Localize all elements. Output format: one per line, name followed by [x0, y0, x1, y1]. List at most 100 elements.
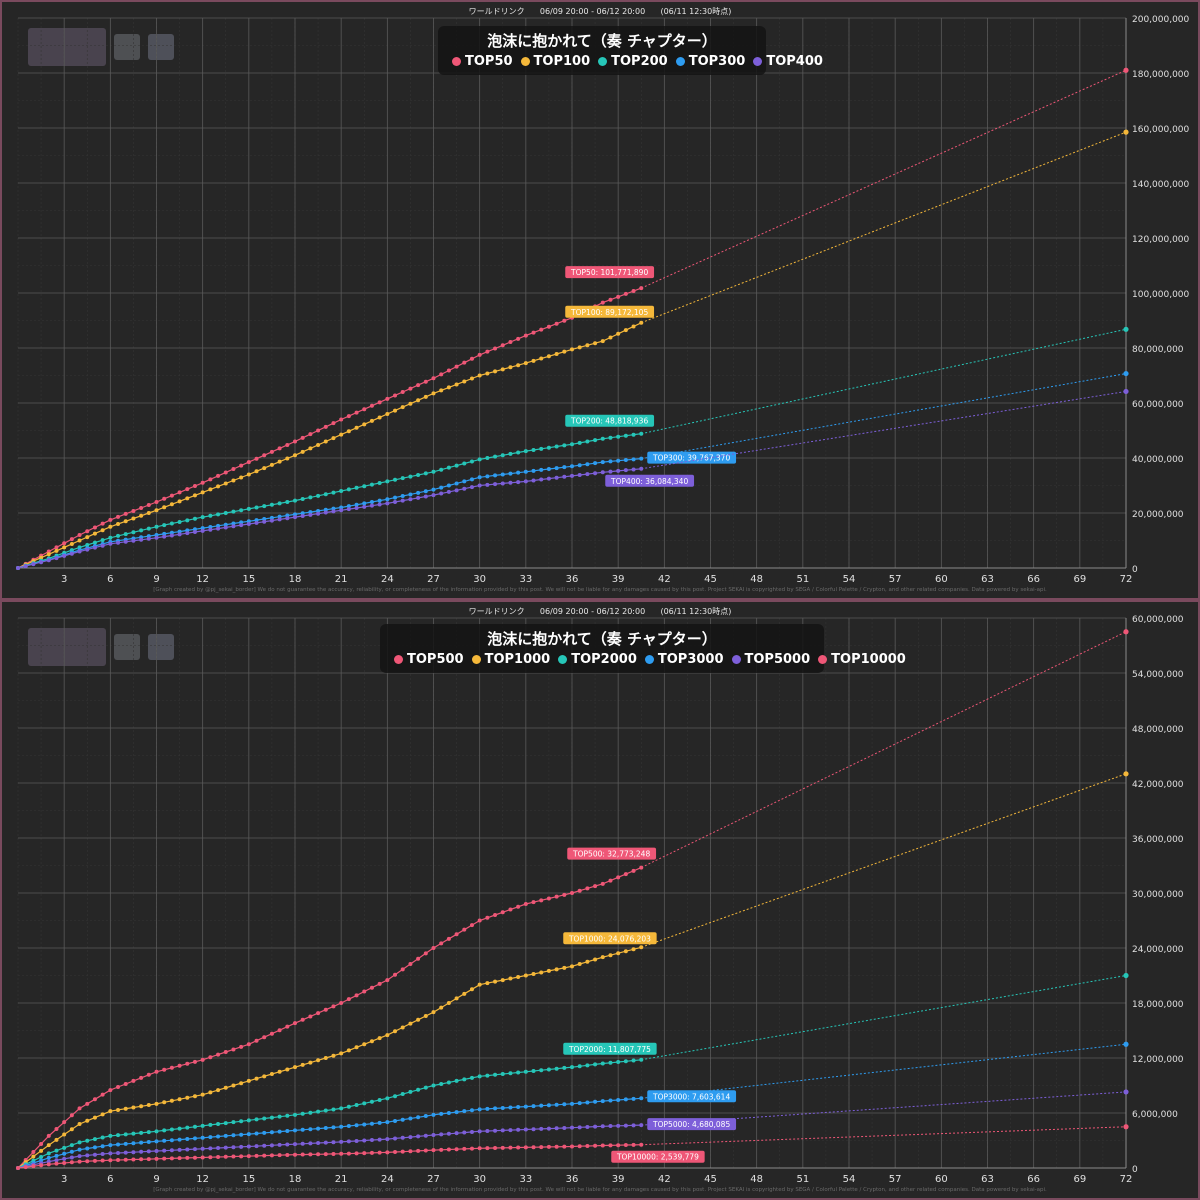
x-tick-label: 21 [335, 1174, 348, 1185]
data-point [85, 529, 90, 534]
x-tick-label: 9 [153, 574, 159, 585]
data-point [516, 1105, 521, 1110]
data-point [462, 1130, 467, 1135]
data-point [608, 459, 613, 464]
value-label: TOP100: 89,172,105 [570, 308, 648, 317]
data-point [246, 1078, 251, 1083]
x-tick-label: 69 [1073, 574, 1086, 585]
x-tick-label: 63 [981, 1174, 994, 1185]
data-point [331, 1107, 336, 1112]
data-point [62, 1120, 67, 1125]
data-point [493, 1128, 498, 1133]
data-point [446, 483, 451, 488]
data-point [54, 556, 59, 561]
y-tick-label: 0 [1132, 1165, 1138, 1175]
data-point [354, 425, 359, 430]
data-point [400, 967, 405, 972]
chart-header: ワールドリンク 06/09 20:00 - 06/12 20:00 (06/11… [468, 7, 732, 16]
x-tick-label: 48 [750, 574, 763, 585]
data-point [600, 470, 605, 475]
data-point [85, 535, 90, 540]
data-point [346, 1139, 351, 1144]
data-point [54, 1153, 59, 1158]
data-point [408, 401, 413, 406]
value-label-bg [647, 451, 737, 464]
data-point [323, 1108, 328, 1113]
data-point [516, 336, 521, 341]
data-point [585, 886, 590, 891]
data-point [169, 1065, 174, 1070]
data-point [154, 535, 159, 540]
data-point [331, 1053, 336, 1058]
data-point [39, 555, 44, 560]
y-tick-label: 120,000,000 [1132, 235, 1190, 245]
x-tick-label: 36 [566, 1174, 579, 1185]
data-point [477, 475, 482, 480]
data-point [385, 978, 390, 983]
data-point [469, 356, 474, 361]
data-point [62, 1145, 67, 1150]
data-point [577, 1125, 582, 1130]
data-point [85, 1153, 90, 1158]
data-point [346, 504, 351, 509]
data-point [393, 1094, 398, 1099]
data-point [493, 346, 498, 351]
x-tick-label: 33 [519, 1174, 532, 1185]
data-point [416, 490, 421, 495]
data-point [316, 511, 321, 516]
data-point [539, 327, 544, 332]
x-tick-label: 66 [1027, 574, 1040, 585]
projection-line [641, 390, 1127, 470]
data-point [239, 1132, 244, 1137]
legend-item-top1000: TOP1000 [471, 652, 550, 667]
data-point [570, 964, 574, 969]
data-point [454, 488, 459, 493]
data-point [377, 400, 382, 405]
data-point [39, 1158, 44, 1163]
data-point [162, 1138, 167, 1143]
data-point [377, 415, 382, 420]
data-point [123, 1157, 128, 1162]
data-point [539, 1145, 544, 1150]
chart-svg-top: 3 6 9 12 15 18 21 24 27 30 33 36 39 42 45 48 51 54 57 60 63 6… [16, 15, 1190, 585]
series-line [17, 433, 642, 569]
data-point [139, 537, 144, 542]
data-point [385, 1150, 390, 1155]
data-point [577, 962, 582, 967]
data-point [516, 470, 521, 475]
data-point [146, 1149, 151, 1154]
data-point [523, 1104, 528, 1109]
data-point [300, 497, 305, 502]
data-point [208, 527, 213, 532]
y-tick-label: 12,000,000 [1132, 1055, 1184, 1065]
data-point [454, 1110, 459, 1115]
data-point [354, 502, 359, 507]
data-point [385, 1137, 390, 1142]
data-point [323, 439, 328, 444]
data-point [216, 1052, 221, 1057]
data-point [254, 518, 259, 523]
data-point [562, 474, 567, 479]
x-tick-label: 63 [981, 574, 994, 585]
data-point [516, 363, 521, 368]
data-point [446, 489, 451, 494]
data-point [469, 477, 474, 482]
data-point [293, 1021, 297, 1026]
data-point [231, 478, 236, 483]
data-point [162, 1156, 167, 1161]
data-point [546, 467, 551, 471]
data-point [77, 1106, 82, 1111]
data-point [254, 456, 259, 461]
projection-point [1123, 1089, 1129, 1095]
data-point [262, 1035, 267, 1040]
data-point [308, 495, 313, 500]
data-point [146, 502, 151, 507]
data-point [600, 881, 605, 886]
data-point [393, 1118, 398, 1123]
data-point [46, 549, 51, 554]
data-point [100, 543, 105, 548]
data-point [108, 1143, 113, 1148]
data-point [346, 414, 351, 419]
data-point [439, 1081, 444, 1086]
data-point [293, 1152, 297, 1157]
